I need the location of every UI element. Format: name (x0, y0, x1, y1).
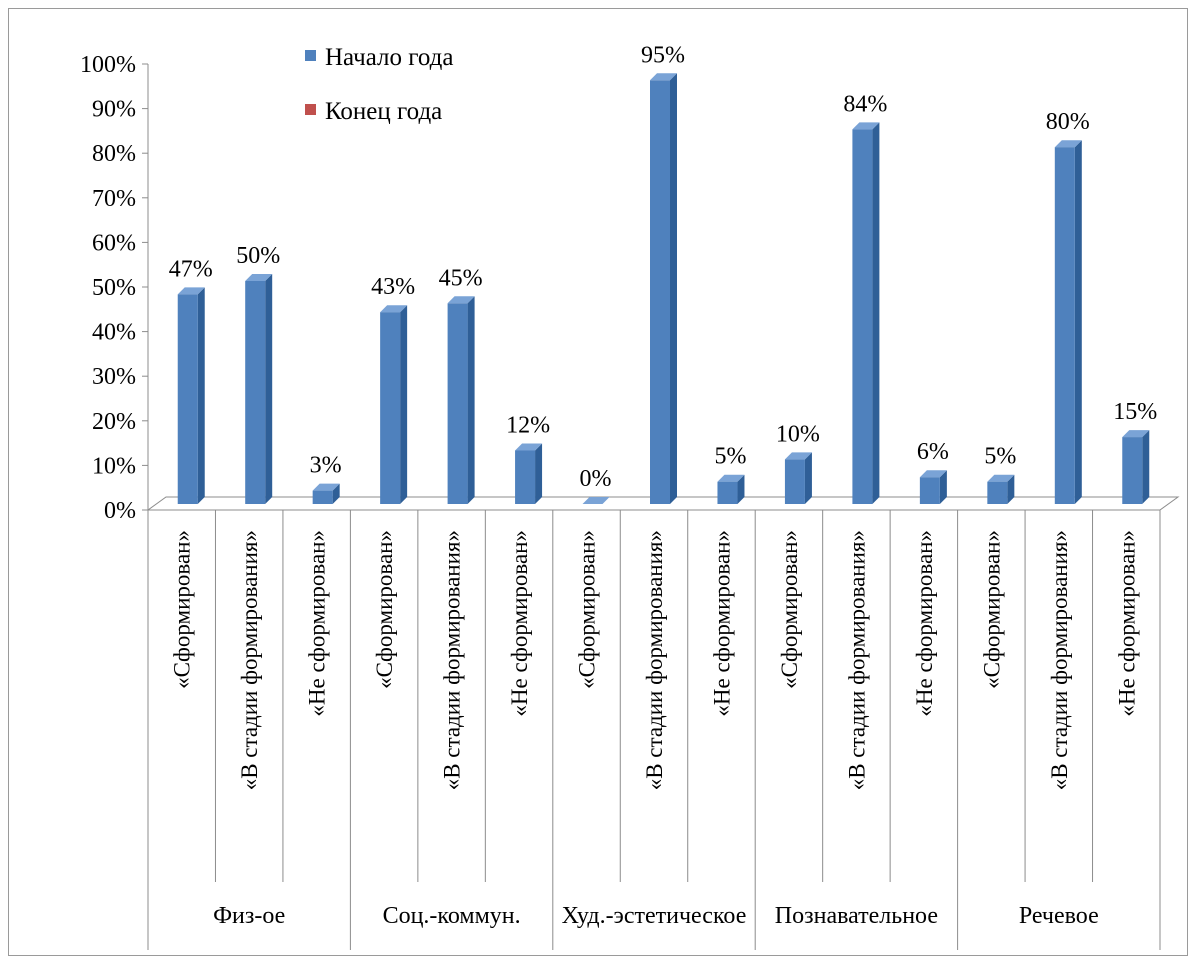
data-label: 47% (169, 256, 213, 282)
bar (987, 481, 1008, 504)
data-label: 50% (236, 243, 280, 269)
bar (515, 450, 536, 504)
legend-swatch-start (305, 50, 316, 61)
bar-side (1074, 140, 1082, 504)
data-label: 15% (1113, 399, 1157, 425)
data-label: 43% (371, 274, 415, 300)
category-label: «Не сформирован» (305, 530, 330, 717)
bar-side (804, 452, 812, 504)
bar-top (987, 474, 1015, 482)
category-label: «В стадии формирования» (844, 530, 869, 790)
category-label: «Сформирован» (372, 530, 397, 689)
bar-top (650, 73, 677, 81)
y-tick-label: 40% (92, 320, 136, 346)
bar-top (784, 452, 812, 460)
category-label: «Сформирован» (777, 530, 802, 689)
y-tick-label: 90% (92, 97, 136, 123)
bar (177, 294, 198, 504)
y-tick-label: 20% (92, 409, 136, 435)
data-label: 0% (580, 466, 612, 492)
bar-top (852, 122, 880, 130)
bar (447, 303, 468, 504)
group-label: Соц.-коммун. (383, 903, 521, 929)
bar-side (535, 443, 543, 504)
chart-frame (8, 8, 1188, 956)
bar-top (717, 474, 745, 482)
bar-side (332, 483, 340, 504)
bar-top (919, 470, 947, 478)
category-label: «Не сформирован» (912, 530, 937, 717)
bar-top (515, 443, 543, 451)
category-label: «В стадии формирования» (237, 530, 262, 790)
y-tick-label: 0% (104, 498, 136, 524)
bar-top (245, 274, 273, 281)
bar (312, 490, 333, 504)
category-label: «В стадии формирования» (642, 530, 667, 790)
y-tick-label: 100% (80, 52, 136, 78)
bar-side (265, 274, 273, 504)
legend-label-start: Начало года (325, 44, 454, 71)
bar-top (312, 483, 340, 491)
category-label: «Сформирован» (170, 530, 195, 689)
category-label: «Сформирован» (575, 530, 600, 689)
bar-top (582, 497, 610, 504)
bar (245, 281, 266, 504)
data-label: 3% (310, 453, 342, 479)
bar-side (467, 296, 475, 504)
bar-side (939, 470, 947, 504)
bar (1054, 147, 1075, 504)
y-tick-label: 70% (92, 186, 136, 212)
bar-top (177, 287, 205, 295)
data-label: 95% (641, 42, 685, 68)
bar (852, 129, 873, 505)
bar-side (197, 287, 205, 504)
category-label: «Не сформирован» (709, 530, 734, 717)
data-label: 5% (714, 444, 746, 470)
bar (717, 481, 738, 504)
y-tick-label: 80% (92, 141, 136, 167)
legend-swatch-end (305, 104, 316, 115)
bar-top (380, 305, 408, 313)
bar (919, 477, 940, 504)
category-label: «Не сформирован» (1114, 530, 1139, 717)
bar-side (737, 474, 745, 504)
bar-top (447, 296, 475, 304)
category-label: «Сформирован» (979, 530, 1004, 689)
group-label: Худ.-эстетическое (562, 903, 747, 929)
data-label: 45% (439, 265, 483, 291)
bar-side (670, 73, 677, 505)
bar-side (400, 305, 408, 504)
data-label: 80% (1046, 109, 1090, 135)
data-label: 84% (843, 91, 887, 117)
y-tick-label: 10% (92, 453, 136, 479)
data-label: 10% (776, 421, 820, 447)
category-label: «Не сформирован» (507, 530, 532, 717)
data-label: 12% (506, 412, 550, 438)
category-label: «В стадии формирования» (1047, 530, 1072, 790)
category-label: «В стадии формирования» (440, 530, 465, 790)
data-label: 6% (917, 439, 949, 465)
bar (1122, 437, 1143, 504)
bar (380, 312, 401, 504)
bar (784, 459, 805, 504)
bar-top (1122, 430, 1150, 438)
group-label: Познавательное (775, 903, 938, 929)
y-tick-label: 30% (92, 364, 136, 390)
group-label: Речевое (1019, 903, 1099, 929)
data-label: 5% (984, 444, 1016, 470)
bar-side (872, 122, 880, 505)
bar-side (1142, 430, 1150, 504)
group-label: Физ-ое (213, 903, 285, 929)
y-tick-label: 50% (92, 275, 136, 301)
bar (650, 80, 670, 505)
bar-top (1054, 140, 1082, 148)
bar-side (1007, 474, 1015, 504)
legend-label-end: Конец года (325, 98, 442, 125)
y-tick-label: 60% (92, 230, 136, 256)
